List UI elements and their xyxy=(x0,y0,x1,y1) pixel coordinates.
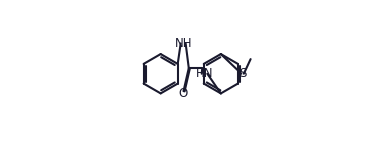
Text: O: O xyxy=(178,87,188,100)
Text: NH: NH xyxy=(175,37,192,50)
Text: S: S xyxy=(239,67,247,80)
Text: HN: HN xyxy=(196,67,213,80)
